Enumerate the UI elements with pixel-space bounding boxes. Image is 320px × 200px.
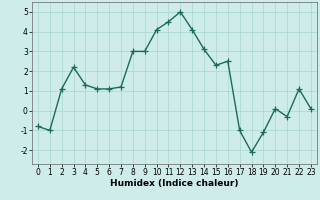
X-axis label: Humidex (Indice chaleur): Humidex (Indice chaleur) xyxy=(110,179,239,188)
